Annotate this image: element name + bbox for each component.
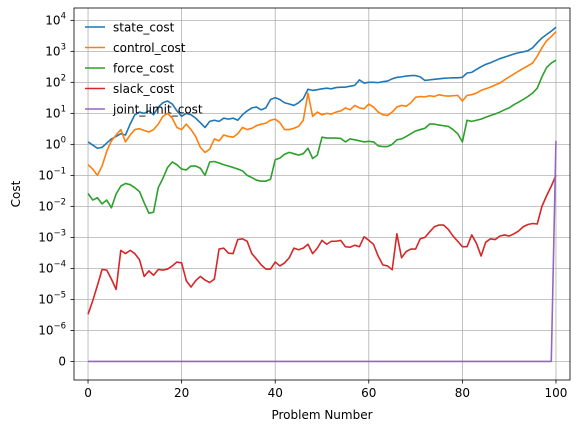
x-tick-label: 0	[84, 386, 92, 400]
ticks: 0 20 40 60 80 100 0 10−6 10−5 10−4 10−3 10−2 10−1 100…	[38, 11, 567, 400]
y-tick-label: 102	[45, 73, 66, 89]
y-tick-label: 10−3	[38, 228, 66, 244]
legend-item: joint_limit_cost	[85, 103, 203, 117]
x-tick-label: 60	[361, 386, 376, 400]
series-line-state-cost	[87, 26, 557, 150]
y-tick-label: 104	[45, 11, 66, 27]
y-tick-label: 100	[45, 135, 66, 151]
x-tick-label: 80	[455, 386, 470, 400]
y-axis-title: Cost	[9, 180, 23, 207]
legend-item: force_cost	[85, 62, 174, 76]
x-tick-label: 20	[174, 386, 189, 400]
series-lines	[87, 26, 557, 363]
legend-item: slack_cost	[85, 82, 175, 96]
x-tick-label: 100	[545, 386, 568, 400]
y-tick-label: 10−2	[38, 197, 66, 213]
plot-area-frame	[73, 7, 571, 381]
series-line-slack-cost	[87, 175, 557, 315]
legend-label: state_cost	[113, 21, 175, 35]
series-line-control-cost	[87, 31, 557, 177]
y-tick-label: 101	[45, 104, 66, 120]
x-axis-title: Problem Number	[271, 408, 372, 422]
legend-label: force_cost	[113, 62, 174, 76]
series-line-joint-limit-cost	[88, 140, 557, 363]
legend: state_cost control_cost force_cost slack_co…	[85, 21, 203, 117]
series-line-force-cost	[87, 59, 557, 215]
y-tick-label: 10−5	[38, 290, 66, 306]
y-tick-label: 0	[58, 354, 66, 368]
legend-label: joint_limit_cost	[112, 103, 203, 117]
y-tick-label: 103	[45, 42, 66, 58]
x-tick-label: 40	[268, 386, 283, 400]
legend-item: state_cost	[85, 21, 175, 35]
y-tick-label: 10−1	[38, 166, 66, 182]
legend-item: control_cost	[85, 41, 186, 55]
legend-label: control_cost	[113, 41, 186, 55]
legend-label: slack_cost	[113, 82, 175, 96]
y-tick-label: 10−4	[38, 259, 66, 275]
y-tick-label: 10−6	[38, 321, 66, 337]
grid	[74, 8, 570, 380]
